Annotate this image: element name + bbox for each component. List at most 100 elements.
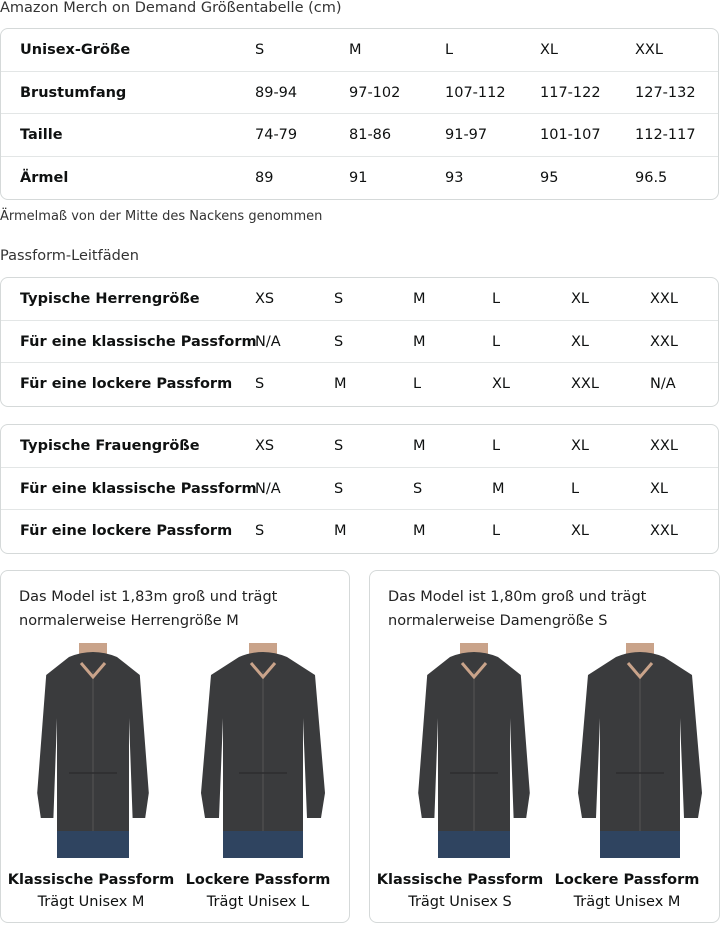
size-worn: Trägt Unisex L <box>206 894 310 910</box>
table-cell: M <box>413 523 426 539</box>
table-cell: 81-86 <box>349 127 392 143</box>
table-row: Für eine klassische Passform N/A S M L XL XXL <box>1 321 718 363</box>
fit-name: Lockere Passform <box>185 872 331 888</box>
table-cell: N/A <box>255 333 281 350</box>
table-cell: XL <box>492 376 511 392</box>
row-label: Typische Frauengröße <box>20 438 200 454</box>
model-description-line: Das Model ist 1,83m groß und trägt <box>19 589 278 605</box>
fit-caption: Lockere Passform Trägt Unisex M <box>542 869 712 913</box>
model-description-line: normalerweise Damengröße S <box>388 613 608 629</box>
table-cell: 89 <box>255 169 274 186</box>
men-model-card: Das Model ist 1,83m groß und trägt normal… <box>0 570 350 923</box>
table-cell: 107-112 <box>445 84 506 101</box>
table-cell: 117-122 <box>540 84 601 101</box>
table-cell: L <box>492 523 501 539</box>
size-worn: Trägt Unisex S <box>408 894 512 910</box>
table-cell: S <box>334 480 344 497</box>
table-cell: XS <box>255 291 275 307</box>
table-cell: XS <box>255 438 275 454</box>
table-cell: S <box>413 480 423 497</box>
fit-caption: Klassische Passform Trägt Unisex S <box>375 869 545 913</box>
size-worn: Trägt Unisex M <box>37 894 145 910</box>
table-cell: M <box>413 333 426 350</box>
page-title: Amazon Merch on Demand Größentabelle (cm… <box>0 0 342 16</box>
men-fit-table: Typische Herrengröße XS S M L XL XXL Für eine k… <box>0 277 719 407</box>
table-cell: XL <box>540 42 559 58</box>
table-row: Ärmel 89 91 93 95 96.5 <box>1 157 718 200</box>
table-cell: XL <box>571 438 590 454</box>
table-cell: XXL <box>650 333 678 350</box>
table-cell: M <box>492 480 505 497</box>
model-hoodie-photo <box>193 643 333 858</box>
table-cell: XL <box>571 291 590 307</box>
women-fit-table: Typische Frauengröße XS S M L XL XXL Für eine k… <box>0 424 719 554</box>
table-cell: N/A <box>650 376 676 392</box>
table-cell: S <box>334 333 344 350</box>
size-worn: Trägt Unisex M <box>573 894 681 910</box>
sleeve-note: Ärmelmaß von der Mitte des Nackens genom… <box>0 209 323 224</box>
table-row: Taille 74-79 81-86 91-97 101-107 112-117 <box>1 114 718 157</box>
table-cell: XXL <box>571 376 599 392</box>
table-cell: S <box>255 376 265 392</box>
fit-name: Klassische Passform <box>7 872 175 888</box>
table-cell: S <box>255 523 265 539</box>
model-description: Das Model ist 1,80m groß und trägt normal… <box>388 585 646 633</box>
row-label: Brustumfang <box>20 84 127 101</box>
table-cell: L <box>445 42 454 58</box>
table-row: Brustumfang 89-94 97-102 107-112 117-122 127-… <box>1 72 718 114</box>
model-description: Das Model ist 1,83m groß und trägt normal… <box>19 585 277 633</box>
row-label: Unisex-Größe <box>20 42 131 58</box>
table-cell: XL <box>571 523 590 539</box>
table-cell: 112-117 <box>635 127 696 143</box>
table-cell: XXL <box>650 523 678 539</box>
fit-caption: Klassische Passform Trägt Unisex M <box>6 869 176 913</box>
row-label: Für eine lockere Passform <box>20 523 233 539</box>
table-cell: 93 <box>445 169 464 186</box>
row-label: Ärmel <box>20 169 69 186</box>
table-cell: M <box>334 376 347 392</box>
row-label: Für eine klassische Passform <box>20 333 257 350</box>
table-cell: M <box>413 438 426 454</box>
row-label: Für eine lockere Passform <box>20 376 233 392</box>
table-cell: M <box>334 523 347 539</box>
table-cell: N/A <box>255 480 281 497</box>
model-description-line: Das Model ist 1,80m groß und trägt <box>388 589 647 605</box>
table-cell: L <box>413 376 422 392</box>
table-cell: L <box>492 438 501 454</box>
table-cell: 95 <box>540 169 559 186</box>
table-cell: M <box>349 42 362 58</box>
unisex-size-table: Unisex-Größe S M L XL XXL Brustumfang 89-94 97-1… <box>0 28 719 200</box>
women-model-card: Das Model ist 1,80m groß und trägt normal… <box>369 570 720 923</box>
table-row: Unisex-Größe S M L XL XXL <box>1 29 718 72</box>
row-label: Taille <box>20 127 63 143</box>
table-cell: XXL <box>650 438 678 454</box>
table-cell: M <box>413 291 426 307</box>
table-cell: XL <box>571 333 590 350</box>
table-cell: 91 <box>349 169 368 186</box>
fit-guide-heading: Passform-Leitfäden <box>0 248 139 264</box>
table-cell: L <box>492 291 501 307</box>
table-cell: S <box>334 291 344 307</box>
model-hoodie-photo <box>23 643 163 858</box>
table-cell: L <box>492 333 501 350</box>
model-hoodie-photo <box>404 643 544 858</box>
table-cell: S <box>255 42 265 58</box>
row-label: Typische Herrengröße <box>20 291 200 307</box>
table-cell: 89-94 <box>255 84 298 101</box>
table-row: Für eine klassische Passform N/A S S M L XL <box>1 468 718 510</box>
table-row: Für eine lockere Passform S M L XL XXL N/A <box>1 363 718 406</box>
table-cell: 101-107 <box>540 127 601 143</box>
table-cell: 96.5 <box>635 169 668 186</box>
table-row: Typische Herrengröße XS S M L XL XXL <box>1 278 718 321</box>
row-label: Für eine klassische Passform <box>20 480 257 497</box>
model-hoodie-photo <box>570 643 710 858</box>
fit-name: Klassische Passform <box>376 872 544 888</box>
table-cell: 91-97 <box>445 127 488 143</box>
table-row: Für eine lockere Passform S M M L XL XXL <box>1 510 718 553</box>
table-cell: 74-79 <box>255 127 298 143</box>
table-cell: XL <box>650 480 669 497</box>
table-cell: XXL <box>635 42 663 58</box>
fit-name: Lockere Passform <box>554 872 700 888</box>
table-cell: L <box>571 480 580 497</box>
table-cell: S <box>334 438 344 454</box>
